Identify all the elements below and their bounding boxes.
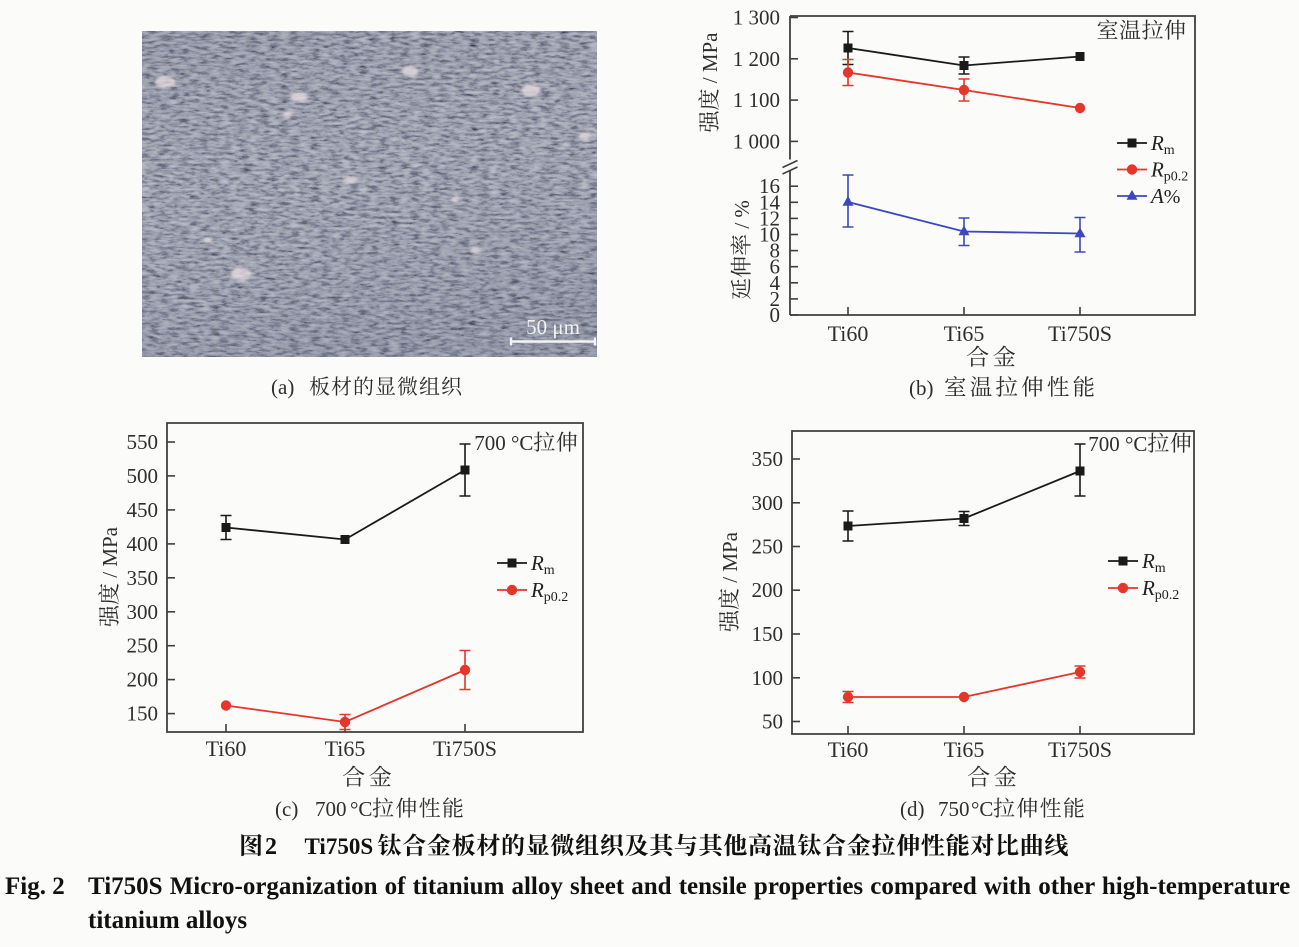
svg-text:/ MPa: / MPa: [98, 526, 122, 583]
svg-text:Ti65: Ti65: [944, 321, 985, 346]
svg-text:150: 150: [127, 702, 159, 726]
svg-text:Ti750S: Ti750S: [1048, 321, 1112, 346]
svg-text:100: 100: [752, 666, 784, 690]
svg-text:°C: °C: [350, 797, 372, 821]
svg-text:titanium alloys: titanium alloys: [88, 907, 247, 934]
svg-text:250: 250: [752, 535, 784, 559]
svg-text:14: 14: [759, 190, 781, 214]
svg-text:Ti60: Ti60: [828, 737, 869, 762]
svg-text:12: 12: [759, 206, 780, 230]
svg-text:Fig. 2: Fig. 2: [5, 873, 65, 900]
svg-text:Ti60: Ti60: [828, 321, 869, 346]
svg-text:m: m: [544, 563, 555, 578]
svg-text:300: 300: [127, 600, 159, 624]
svg-text:350: 350: [752, 447, 784, 471]
svg-text:750: 750: [938, 797, 970, 821]
svg-text:50: 50: [762, 710, 783, 734]
svg-text:/ MPa: / MPa: [718, 531, 742, 588]
svg-text:1 100: 1 100: [733, 88, 780, 112]
svg-text:Ti750S: Ti750S: [433, 736, 497, 761]
svg-text:R: R: [1150, 158, 1164, 182]
svg-text:6: 6: [770, 255, 781, 279]
svg-text:200: 200: [752, 578, 784, 602]
svg-text:Ti750S Micro-organization of t: Ti750S Micro-organization of titanium al…: [88, 873, 1290, 900]
svg-text:350: 350: [127, 566, 159, 590]
svg-text:700: 700: [315, 797, 347, 821]
svg-text:Ti65: Ti65: [944, 737, 985, 762]
svg-text:300: 300: [752, 491, 784, 515]
svg-text:R: R: [1141, 549, 1155, 573]
svg-text:m: m: [1155, 561, 1166, 576]
svg-text:2: 2: [770, 287, 781, 311]
svg-text:%: %: [1164, 186, 1181, 208]
svg-text:200: 200: [127, 668, 159, 692]
svg-text:450: 450: [127, 498, 159, 522]
svg-text:10: 10: [759, 223, 780, 247]
svg-text:500: 500: [127, 464, 159, 488]
svg-text:A: A: [1149, 184, 1164, 208]
svg-text:(d): (d): [900, 797, 925, 821]
svg-text:700 °C: 700 °C: [474, 431, 533, 455]
svg-text:/ %: / %: [730, 200, 754, 234]
svg-text:1 000: 1 000: [733, 129, 780, 153]
svg-text:R: R: [1141, 576, 1155, 600]
svg-text:Ti750S: Ti750S: [305, 834, 374, 859]
svg-text:R: R: [1150, 131, 1164, 155]
svg-text:700 °C: 700 °C: [1088, 432, 1147, 456]
svg-text:(c): (c): [275, 797, 298, 821]
svg-text:2: 2: [265, 834, 277, 860]
svg-text:0: 0: [770, 303, 781, 327]
svg-text:Ti750S: Ti750S: [1048, 737, 1112, 762]
svg-text:Ti65: Ti65: [325, 736, 366, 761]
svg-text:1 200: 1 200: [733, 47, 780, 71]
svg-text:R: R: [530, 551, 544, 575]
svg-text:4: 4: [770, 271, 781, 295]
svg-text:p0.2: p0.2: [1164, 170, 1189, 185]
svg-text:(a): (a): [271, 375, 294, 399]
svg-text:400: 400: [127, 532, 159, 556]
svg-text:Ti60: Ti60: [206, 736, 247, 761]
svg-text:R: R: [530, 578, 544, 602]
svg-text:150: 150: [752, 622, 784, 646]
svg-text:°C: °C: [971, 797, 993, 821]
svg-text:(b): (b): [909, 376, 934, 400]
svg-text:m: m: [1164, 143, 1175, 158]
svg-text:16: 16: [759, 174, 780, 198]
svg-text:p0.2: p0.2: [1155, 588, 1180, 603]
svg-text:/ MPa: / MPa: [698, 32, 722, 89]
svg-text:p0.2: p0.2: [544, 590, 569, 605]
svg-text:250: 250: [127, 634, 159, 658]
svg-text:550: 550: [127, 430, 159, 454]
svg-text:50 μm: 50 μm: [526, 315, 580, 339]
svg-text:1 300: 1 300: [733, 6, 780, 30]
svg-text:8: 8: [770, 239, 781, 263]
